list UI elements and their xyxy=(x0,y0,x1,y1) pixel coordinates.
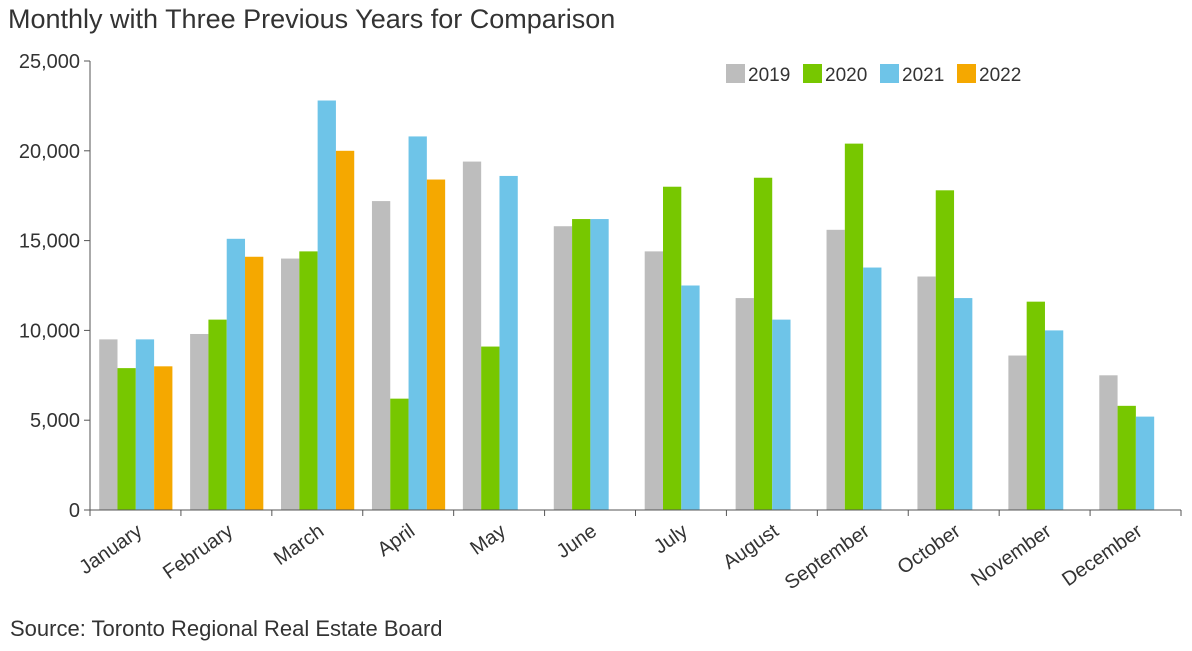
bar-2019-may xyxy=(462,161,482,510)
bar-2020-july xyxy=(663,186,682,510)
legend: 2019 2020 2021 2022 xyxy=(726,64,1021,86)
x-tick-label: April xyxy=(374,520,419,561)
bar-2020-february xyxy=(208,319,227,510)
bar-2019-july xyxy=(644,251,663,510)
y-tick-label: 20,000 xyxy=(19,141,80,163)
legend-label-2020: 2020 xyxy=(825,65,867,86)
bar-2019-november xyxy=(1008,355,1027,510)
bar-2020-january xyxy=(117,368,136,510)
bar-2020-august xyxy=(753,177,773,511)
bar-2022-march xyxy=(335,150,355,511)
bar-2021-october xyxy=(954,298,973,510)
x-tick-label: January xyxy=(75,520,146,579)
x-tick-label: December xyxy=(1058,520,1146,591)
bar-2019-march xyxy=(281,258,300,510)
bar-2020-december xyxy=(1117,405,1136,510)
bar-2019-april xyxy=(371,201,391,510)
bar-2022-january xyxy=(154,366,173,510)
bar-2020-march xyxy=(299,251,318,510)
bar-2020-june xyxy=(572,219,591,511)
bar-2019-january xyxy=(99,339,118,510)
bars-layer xyxy=(99,100,1155,511)
chart-title: Monthly with Three Previous Years for Co… xyxy=(8,4,616,34)
bar-2020-november xyxy=(1026,301,1045,510)
y-tick-label: 10,000 xyxy=(19,320,80,342)
bar-2022-april xyxy=(426,179,446,511)
bar-2021-december xyxy=(1135,416,1155,510)
y-tick-label: 5,000 xyxy=(30,410,80,432)
x-tick-label: October xyxy=(894,520,965,579)
source-note: Source: Toronto Regional Real Estate Boa… xyxy=(10,616,443,641)
legend-swatch-2020 xyxy=(803,64,822,83)
y-tick-label: 0 xyxy=(69,500,80,522)
x-tick-label: August xyxy=(719,520,783,574)
x-tick-label: March xyxy=(270,520,328,570)
bar-2021-august xyxy=(772,319,791,510)
bar-2020-september xyxy=(844,143,864,510)
bar-2021-november xyxy=(1044,330,1064,510)
x-tick-label: November xyxy=(967,520,1055,591)
legend-swatch-2019 xyxy=(726,64,745,83)
x-tick-label: June xyxy=(553,520,601,563)
bar-2019-october xyxy=(917,276,936,510)
bar-2021-march xyxy=(317,100,336,510)
bar-2021-september xyxy=(863,267,882,510)
x-tick-label: September xyxy=(781,520,874,594)
bar-2021-january xyxy=(135,339,155,510)
bar-2021-february xyxy=(226,238,246,511)
legend-label-2021: 2021 xyxy=(902,65,944,86)
bar-2019-september xyxy=(826,229,845,510)
x-tick-label: May xyxy=(466,520,510,560)
bar-2019-june xyxy=(553,226,573,511)
bar-2019-august xyxy=(735,298,754,510)
y-tick-label: 15,000 xyxy=(19,231,80,253)
bar-2019-december xyxy=(1099,375,1118,510)
bar-2019-february xyxy=(190,333,209,510)
bar-2020-may xyxy=(481,346,500,510)
bar-2022-february xyxy=(245,256,264,510)
legend-label-2022: 2022 xyxy=(979,65,1021,86)
x-tick-label: July xyxy=(650,520,692,558)
bar-2020-april xyxy=(390,398,409,510)
bar-2021-april xyxy=(408,136,427,510)
bar-2021-june xyxy=(590,219,609,511)
legend-label-2019: 2019 xyxy=(748,65,790,86)
x-tick-label: February xyxy=(159,520,237,584)
bar-2021-july xyxy=(681,285,700,510)
legend-swatch-2021 xyxy=(880,64,899,83)
y-tick-label: 25,000 xyxy=(19,51,80,73)
bar-2020-october xyxy=(935,190,955,510)
bar-2021-may xyxy=(499,175,518,510)
legend-swatch-2022 xyxy=(957,64,976,83)
